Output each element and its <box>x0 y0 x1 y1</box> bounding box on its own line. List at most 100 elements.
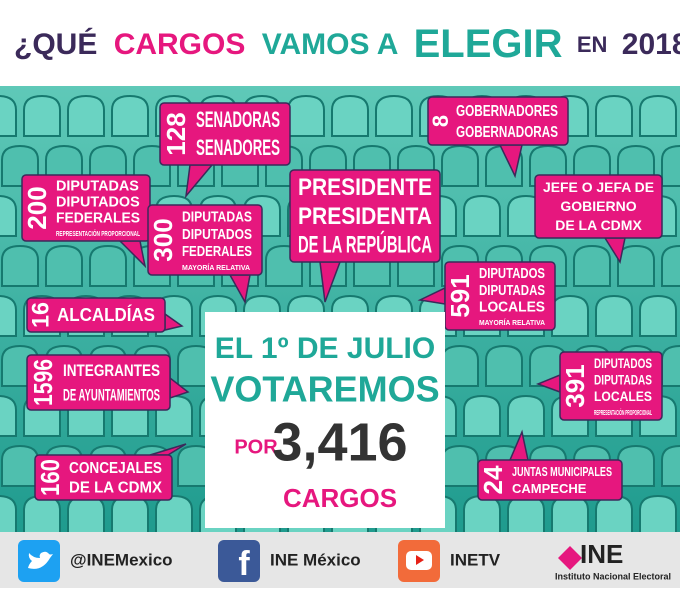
bubble-number: 391 <box>560 364 590 407</box>
bubble-number: 128 <box>161 112 191 155</box>
ine-logo: INE <box>580 539 623 569</box>
institution: Instituto Nacional Electoral <box>555 571 671 581</box>
bubble-line: GOBERNADORES <box>456 103 558 120</box>
seat <box>287 94 325 137</box>
prefix: POR <box>234 436 278 458</box>
bubble-note: MAYORÍA RELATIVA <box>182 263 250 272</box>
seat <box>573 244 611 287</box>
bubble-line: DIPUTADOS <box>479 265 545 282</box>
seat <box>45 244 83 287</box>
seat <box>0 244 39 287</box>
seat <box>595 294 633 337</box>
bubble-line: DE AYUNTAMIENTOS <box>63 385 160 404</box>
seat <box>661 344 680 387</box>
bubble: 24 JUNTAS MUNICIPALES CAMPECHE <box>477 429 623 501</box>
bubble-line: PRESIDENTE <box>298 174 432 201</box>
seat <box>463 394 501 437</box>
bubble-line: DE LA CDMX <box>555 217 642 233</box>
bubble-line: DIPUTADAS <box>479 282 545 299</box>
bubble: 16 ALCALDÍAS <box>26 297 184 333</box>
unit: CARGOS <box>283 483 397 513</box>
title-part: CARGOS <box>114 28 246 61</box>
bubble-line: INTEGRANTES <box>63 361 160 380</box>
seat <box>639 494 677 537</box>
seat <box>595 494 633 537</box>
bubble-line: SENADORAS <box>196 107 280 132</box>
seat <box>67 494 105 537</box>
title-part: 2018? <box>622 28 680 61</box>
bubble-box <box>26 297 166 333</box>
bubble-line: PRESIDENTA <box>298 203 432 230</box>
seat <box>485 344 523 387</box>
facebook-glyph: f <box>238 545 250 583</box>
bubble-note: REPRESENTACIÓN PROPORCIONAL <box>594 408 652 417</box>
seat <box>23 494 61 537</box>
bubble-line: CONCEJALES <box>69 460 162 477</box>
title-part: ¿QUÉ <box>14 27 97 61</box>
facebook-handle[interactable]: INE México <box>270 550 361 569</box>
title: ¿QUÉ CARGOS VAMOS A ELEGIR EN 2018? <box>14 22 680 66</box>
title-part: ELEGIR <box>414 22 563 66</box>
bubble-line: SENADORES <box>196 135 280 160</box>
seat <box>463 194 501 237</box>
bubble-number: 200 <box>22 186 52 229</box>
bubble-number: 300 <box>148 218 178 261</box>
seat <box>89 244 127 287</box>
header-band <box>0 0 680 86</box>
bubble-line: JEFE O JEFA DE <box>543 179 654 195</box>
bubble-line: DIPUTADAS <box>182 209 252 226</box>
twitter-bird <box>28 551 53 569</box>
bubble-line: DIPUTADAS <box>594 372 652 388</box>
seat <box>375 94 413 137</box>
seat <box>23 94 61 137</box>
seat <box>111 494 149 537</box>
total: 3,416 <box>272 412 407 472</box>
bubble-line: DE LA REPÚBLICA <box>298 230 432 258</box>
twitter-handle[interactable]: @INEMexico <box>70 550 173 569</box>
bubble-note: REPRESENTACIÓN PROPORCIONAL <box>56 229 140 238</box>
seat <box>507 494 545 537</box>
seat <box>0 444 39 487</box>
bubble-line: GOBIERNO <box>560 198 636 214</box>
bubble-line: DIPUTADOS <box>594 355 652 371</box>
bubble-box <box>289 169 441 263</box>
facebook-icon[interactable] <box>218 540 260 582</box>
bubble-line: FEDERALES <box>182 243 252 260</box>
bubble-box <box>534 174 663 239</box>
bubble-box <box>427 96 569 146</box>
seat <box>639 294 677 337</box>
seat <box>507 394 545 437</box>
footer: @INEMexico f INE México INETV INE Instit… <box>0 532 680 588</box>
bubble-line: DE LA CDMX <box>69 479 162 496</box>
bubble-number: 160 <box>35 459 65 496</box>
bubble-line: GOBERNADORAS <box>456 124 558 141</box>
seat <box>441 144 479 187</box>
bubble-box <box>34 454 173 501</box>
bubble-box <box>477 459 623 501</box>
bubble-line: DIPUTADOS <box>182 226 252 243</box>
bubble: 160 CONCEJALES DE LA CDMX <box>34 443 187 501</box>
youtube-handle[interactable]: INETV <box>450 550 501 569</box>
seat <box>0 295 17 337</box>
title: ¿QUÉ CARGOS VAMOS A ELEGIR EN 2018? <box>14 22 680 66</box>
seat <box>551 494 589 537</box>
seat <box>639 94 677 137</box>
bubble-line: LOCALES <box>479 298 545 315</box>
bubble-number: 1596 <box>28 359 58 406</box>
bubble-box <box>444 261 556 331</box>
seat <box>0 495 17 537</box>
bubble-line: FEDERALES <box>56 211 140 227</box>
title-part: EN <box>577 32 608 57</box>
bubble-note: MAYORÍA RELATIVA <box>479 318 545 327</box>
seat <box>617 444 655 487</box>
center-panel <box>205 312 445 528</box>
seat <box>595 94 633 137</box>
seat <box>0 195 17 237</box>
seat <box>67 94 105 137</box>
